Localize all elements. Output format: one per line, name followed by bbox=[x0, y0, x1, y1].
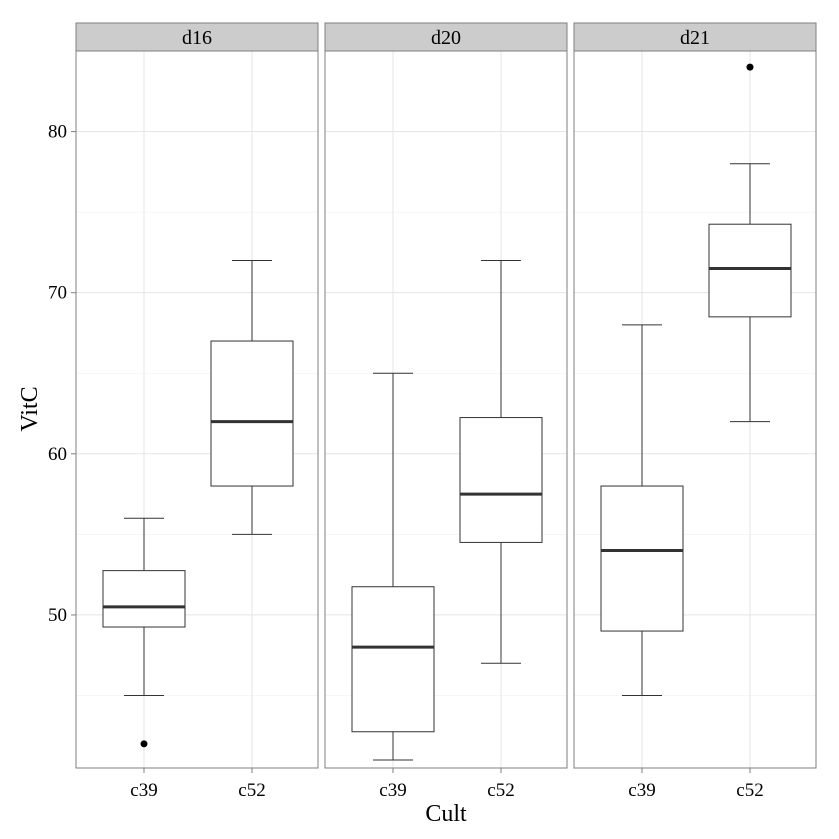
box-d20-c39 bbox=[351, 372, 435, 761]
box-d16-c39 bbox=[102, 517, 186, 748]
x-tick-label: c39 bbox=[379, 780, 406, 801]
x-tick-label: c52 bbox=[238, 780, 265, 801]
panel-background bbox=[574, 51, 816, 768]
box-d20-c52 bbox=[459, 259, 543, 664]
panel-border bbox=[75, 50, 319, 769]
x-tick-label: c52 bbox=[736, 780, 763, 801]
facet-panel-d20: d20 c39 c52 bbox=[324, 22, 568, 801]
facet-strip-label: d21 bbox=[680, 27, 710, 49]
facet-panel-d16: d16 c39 c52 bbox=[75, 22, 319, 801]
box-iqr bbox=[459, 417, 543, 543]
outlier-point bbox=[746, 63, 754, 71]
facet-strip bbox=[324, 22, 568, 52]
box-iqr bbox=[600, 485, 684, 632]
box-iqr bbox=[210, 340, 294, 487]
facet-strip-label: d16 bbox=[182, 27, 212, 49]
facet-strip bbox=[75, 22, 319, 52]
x-tick-label: c39 bbox=[628, 780, 655, 801]
box-d21-c39 bbox=[600, 324, 684, 696]
y-axis-title: VitC bbox=[17, 386, 43, 431]
x-tick-label: c52 bbox=[487, 780, 514, 801]
box-iqr bbox=[351, 586, 435, 733]
y-axis: 50 60 70 80 bbox=[48, 122, 76, 626]
box-iqr bbox=[708, 223, 792, 318]
box-d16-c52 bbox=[210, 259, 294, 535]
outlier-point bbox=[140, 740, 148, 748]
panel-border bbox=[324, 50, 568, 769]
y-tick-label: 80 bbox=[48, 122, 67, 143]
facet-strip bbox=[573, 22, 817, 52]
y-tick-label: 70 bbox=[48, 283, 67, 304]
y-tick-label: 50 bbox=[48, 605, 67, 626]
box-d21-c52 bbox=[708, 63, 792, 423]
facet-strip-label: d20 bbox=[431, 27, 461, 49]
y-tick-label: 60 bbox=[48, 444, 67, 465]
x-axis-title: Cult bbox=[425, 801, 467, 827]
facet-panel-d21: d21 c39 c52 bbox=[573, 22, 817, 801]
panels-layer: d16 c39 c52 d20 c39 c52 d21 c39 c52 bbox=[75, 22, 817, 801]
box-iqr bbox=[102, 570, 186, 628]
x-tick-label: c39 bbox=[130, 780, 157, 801]
panel-border bbox=[573, 50, 817, 769]
